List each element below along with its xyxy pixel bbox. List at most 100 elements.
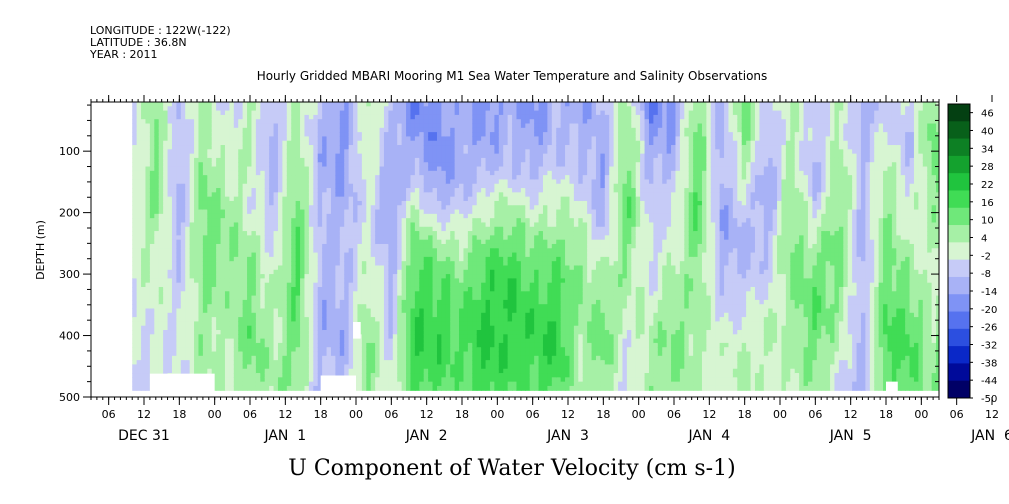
heatmap-cell [180,243,186,249]
heatmap-cell [414,145,420,150]
heatmap-cell [454,274,460,279]
heatmap-cell [202,231,208,236]
heatmap-cell [326,110,332,116]
heatmap-cell [207,360,213,366]
heatmap-cell [295,106,301,112]
heatmap-cell [410,364,416,370]
heatmap-cell [251,377,257,383]
heatmap-cell [454,338,460,344]
heatmap-cell [277,226,283,232]
heatmap-cell [326,261,332,267]
heatmap-cell [428,342,434,348]
heatmap-cell [357,222,363,228]
heatmap-cell [414,179,420,185]
heatmap-cell [171,291,177,297]
heatmap-cell [454,239,460,245]
heatmap-cell [211,364,217,370]
heatmap-cell [229,342,235,348]
heatmap-cell [397,299,403,305]
heatmap-cell [260,274,266,279]
heatmap-cell [366,282,372,288]
heatmap-cell [410,308,416,314]
heatmap-cell [379,286,385,292]
heatmap-cell [339,248,345,254]
heatmap-cell [163,325,169,331]
heatmap-cell [304,136,310,142]
heatmap-cell [194,209,200,215]
heatmap-cell [255,252,261,258]
heatmap-cell [414,308,420,314]
heatmap-cell [216,149,222,155]
heatmap-cell [401,188,407,193]
heatmap-cell [326,235,332,241]
heatmap-cell [255,162,261,168]
heatmap-cell [167,123,173,129]
heatmap-cell [304,252,310,258]
heatmap-cell [423,123,429,129]
heatmap-cell [264,317,270,322]
heatmap-cell [300,248,306,254]
heatmap-cell [375,291,381,297]
heatmap-cell [450,282,456,288]
heatmap-cell [255,205,261,211]
heatmap-cell [300,196,306,202]
heatmap-cell [406,140,412,146]
heatmap-cell [295,317,301,322]
heatmap-cell [282,239,288,245]
heatmap-cell [264,114,270,120]
heatmap-cell [317,153,323,159]
heatmap-cell [176,157,182,163]
heatmap-cell [339,256,345,262]
heatmap-cell [317,291,323,297]
heatmap-cell [419,355,425,361]
heatmap-cell [300,308,306,314]
heatmap-cell [145,183,151,189]
heatmap-cell [220,239,226,245]
heatmap-cell [141,157,147,163]
heatmap-cell [273,269,279,275]
heatmap-cell [149,179,155,185]
heatmap-cell [171,252,177,258]
heatmap-cell [277,282,283,288]
heatmap-cell [428,321,434,327]
heatmap-cell [300,166,306,172]
heatmap-cell [388,222,394,228]
heatmap-cell [132,175,138,181]
heatmap-cell [414,248,420,254]
heatmap-cell [428,235,434,241]
heatmap-cell [348,192,354,198]
heatmap-cell [370,282,376,288]
heatmap-cell [304,256,310,262]
heatmap-cell [454,183,460,189]
heatmap-cell [330,231,336,236]
heatmap-cell [335,153,341,159]
heatmap-cell [273,325,279,331]
heatmap-cell [300,145,306,150]
heatmap-cell [445,351,451,357]
heatmap-cell [145,166,151,172]
heatmap-cell [406,355,412,361]
heatmap-cell [211,347,217,353]
heatmap-cell [141,200,147,206]
heatmap-cell [419,334,425,340]
heatmap-cell [149,119,155,125]
heatmap-cell [304,170,310,176]
heatmap-cell [255,119,261,125]
heatmap-cell [339,304,345,310]
heatmap-cell [441,282,447,288]
heatmap-cell [238,145,244,150]
heatmap-cell [163,149,169,155]
heatmap-cell [375,166,381,172]
heatmap-cell [361,360,367,366]
heatmap-cell [348,243,354,249]
heatmap-cell [375,140,381,146]
heatmap-cell [242,114,248,120]
heatmap-cell [450,209,456,215]
heatmap-cell [194,269,200,275]
heatmap-cell [158,330,164,335]
heatmap-cell [436,274,442,279]
heatmap-cell [344,114,350,120]
heatmap-cell [406,278,412,284]
heatmap-cell [436,239,442,245]
heatmap-cell [238,136,244,142]
